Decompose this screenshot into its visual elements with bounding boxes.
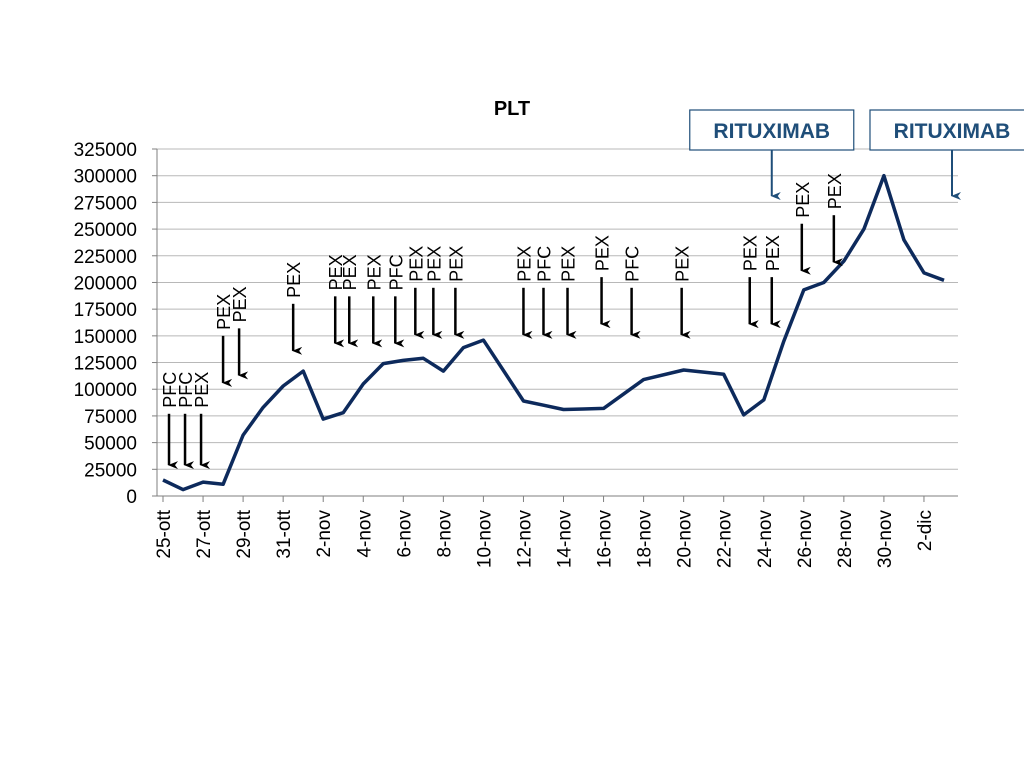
- y-tick-label: 0: [126, 487, 137, 508]
- x-tick-label: 20-nov: [675, 510, 696, 569]
- y-tick-label: 25000: [84, 460, 137, 481]
- y-tick-label: 50000: [84, 434, 137, 455]
- annotation-label: PEX: [214, 294, 234, 330]
- y-tick-label: 150000: [74, 327, 137, 348]
- x-tick-label: 22-nov: [715, 510, 736, 569]
- callout-label: RITUXIMAB: [894, 120, 1011, 143]
- x-tick-label: 29-ott: [234, 509, 255, 558]
- annotation-label: PEX: [364, 254, 384, 290]
- x-tick-label: 16-nov: [595, 510, 616, 569]
- x-tick-label: 26-nov: [795, 510, 816, 569]
- y-tick-label: 100000: [74, 380, 137, 401]
- x-tick-label: 4-nov: [354, 510, 375, 558]
- y-tick-label: 325000: [74, 140, 137, 161]
- rituximab-callouts: RITUXIMAB RITUXIMAB: [689, 109, 1024, 201]
- chart-title: PLT: [494, 98, 530, 120]
- x-tick-label: 2-dic: [915, 510, 936, 551]
- annotation-label: PFC: [534, 246, 554, 282]
- y-tick-label: 225000: [74, 247, 137, 268]
- annotation-label: PEX: [406, 246, 426, 282]
- annotation-label: PEX: [326, 254, 346, 290]
- annotation-label: PEX: [825, 173, 845, 209]
- annotation-label: PFC: [386, 254, 406, 290]
- y-axis: 0 25000 50000 75000 100000 125000 150000 175000…: [74, 140, 158, 508]
- annotation-label: PFC: [160, 372, 180, 408]
- y-tick-label: 200000: [74, 273, 137, 294]
- annotation-label: PEX: [424, 246, 444, 282]
- x-tick-label: 24-nov: [755, 510, 776, 569]
- annotation-label: PFC: [176, 372, 196, 408]
- annotation-label: PEX: [559, 246, 579, 282]
- x-tick-label: 6-nov: [394, 510, 415, 558]
- x-tick-label: 10-nov: [474, 510, 495, 569]
- annotation-label: PEX: [763, 235, 783, 271]
- callout-label: RITUXIMAB: [713, 120, 830, 143]
- y-tick-label: 300000: [74, 167, 137, 188]
- annotation-label: PEX: [593, 235, 613, 271]
- x-tick-label: 25-ott: [154, 509, 175, 558]
- annotation-label: PEX: [741, 235, 761, 271]
- annotation-label: PEX: [192, 372, 212, 408]
- annotation-label: PEX: [284, 262, 304, 298]
- annotation-label: PEX: [230, 286, 250, 322]
- x-tick-label: 30-nov: [875, 510, 896, 569]
- y-tick-label: 75000: [84, 407, 137, 428]
- x-tick-label: 28-nov: [835, 510, 856, 569]
- annotation-label: PFC: [623, 246, 643, 282]
- callout-box: [689, 109, 855, 151]
- annotation-label: PEX: [673, 246, 693, 282]
- y-tick-label: 175000: [74, 300, 137, 321]
- y-tick-label: 250000: [74, 220, 137, 241]
- y-tick-label: 125000: [74, 354, 137, 375]
- x-tick-label: 2-nov: [314, 510, 335, 558]
- y-tick-label: 275000: [74, 193, 137, 214]
- x-tick-label: 18-nov: [635, 510, 656, 569]
- x-tick-label: 12-nov: [514, 510, 535, 569]
- series-line: [162, 173, 945, 492]
- x-axis: 25-ott 27-ott 29-ott 31-ott 2-nov 4-nov 6-nov 8…: [154, 495, 958, 569]
- annotation-label: PEX: [514, 246, 534, 282]
- x-tick-label: 27-ott: [194, 509, 215, 558]
- x-tick-label: 8-nov: [434, 510, 455, 558]
- annotation-label: PEX: [793, 182, 813, 218]
- series-layer: [162, 173, 945, 492]
- x-tick-label: 31-ott: [274, 509, 295, 558]
- annotation-label: PEX: [446, 246, 466, 282]
- x-tick-label: 14-nov: [555, 510, 576, 569]
- annotation-label: PEX: [340, 254, 360, 290]
